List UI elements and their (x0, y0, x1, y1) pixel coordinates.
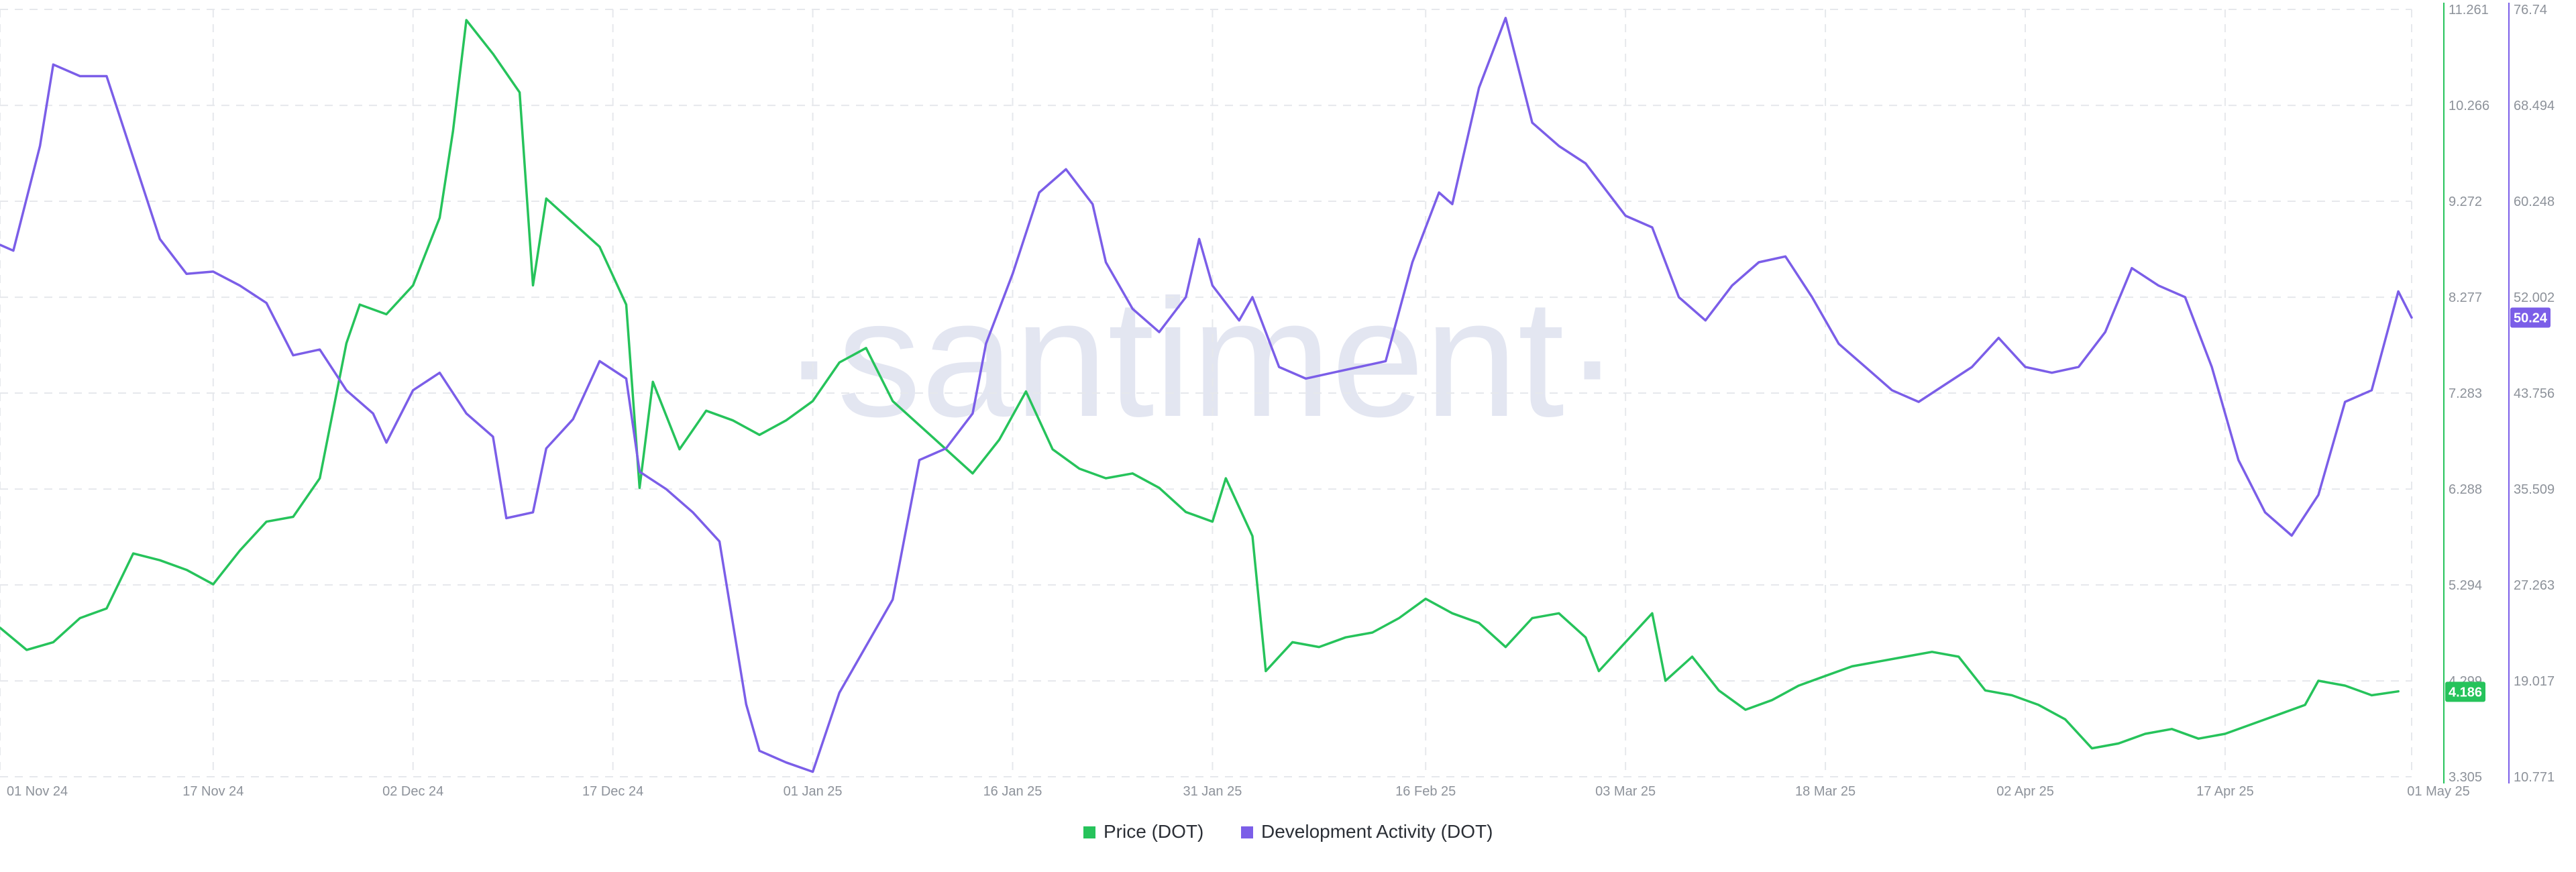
x-tick-label: 17 Apr 25 (2196, 784, 2254, 799)
legend-swatch-dev-activity[interactable] (1241, 826, 1253, 838)
y-tick-label: 10.771 (2514, 770, 2555, 785)
series-layer (0, 17, 2413, 773)
y-tick-label: 27.263 (2514, 578, 2555, 593)
price-last-value-badge (2445, 682, 2485, 702)
x-tick-label: 31 Jan 25 (1183, 784, 1242, 799)
legend-label-price[interactable]: Price (DOT) (1104, 821, 1203, 842)
x-tick-label: 01 May 25 (2407, 784, 2469, 799)
dev-last-value-badge (2510, 307, 2551, 328)
legend-label-dev-activity[interactable]: Development Activity (DOT) (1261, 821, 1493, 842)
badge-label: 4.186 (2449, 685, 2482, 700)
dev-activity-line (0, 17, 2413, 773)
watermark: ·santiment· (782, 264, 1620, 451)
x-tick-label: 02 Dec 24 (382, 784, 443, 799)
x-tick-label: 18 Mar 25 (1795, 784, 1856, 799)
value-badges: 4.186 50.24 (2445, 307, 2551, 702)
y-tick-label: 43.756 (2514, 386, 2555, 401)
y-tick-label: 19.017 (2514, 674, 2555, 689)
y-tick-label: 7.283 (2449, 386, 2482, 401)
axes: 01 Nov 24 17 Nov 24 02 Dec 24 17 Dec 24 01 J… (7, 3, 2555, 799)
x-tick-label: 17 Dec 24 (582, 784, 643, 799)
y-tick-label: 68.494 (2514, 99, 2555, 113)
x-tick-label: 16 Feb 25 (1395, 784, 1456, 799)
legend[interactable]: Price (DOT) Development Activity (DOT) (1083, 821, 1493, 842)
y-tick-label: 5.294 (2449, 578, 2482, 593)
x-tick-label: 01 Nov 24 (7, 784, 68, 799)
x-tick-label: 02 Apr 25 (1996, 784, 2054, 799)
y-tick-label: 9.272 (2449, 195, 2482, 209)
x-tick-label: 16 Jan 25 (983, 784, 1042, 799)
y-tick-label: 76.74 (2514, 3, 2547, 17)
y-tick-label: 6.288 (2449, 482, 2482, 497)
y-tick-label: 8.277 (2449, 290, 2482, 305)
y-tick-label: 35.509 (2514, 482, 2555, 497)
y-tick-label: 3.305 (2449, 770, 2482, 785)
y-tick-label: 11.261 (2449, 3, 2489, 17)
y-tick-label: 10.266 (2449, 99, 2489, 113)
grid (0, 9, 2412, 777)
x-tick-label: 03 Mar 25 (1595, 784, 1656, 799)
y-tick-label: 52.002 (2514, 290, 2555, 305)
price-line (0, 19, 2400, 750)
x-tick-label: 17 Nov 24 (182, 784, 244, 799)
legend-swatch-price[interactable] (1083, 826, 1095, 838)
y-tick-label: 60.248 (2514, 195, 2555, 209)
badge-label: 50.24 (2514, 311, 2548, 326)
x-tick-label: 01 Jan 25 (784, 784, 843, 799)
